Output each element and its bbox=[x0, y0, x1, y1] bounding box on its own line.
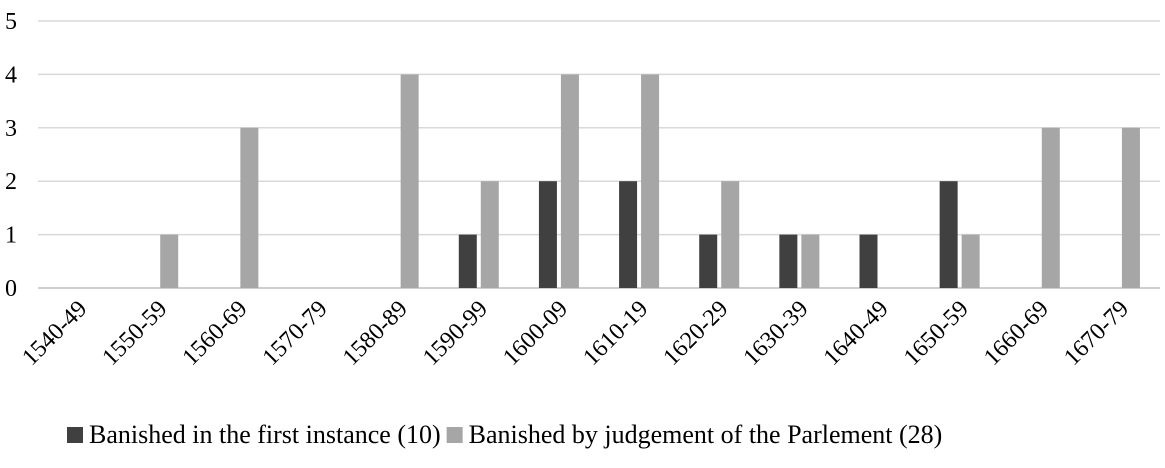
x-tick-label: 1640-49 bbox=[819, 296, 894, 371]
bar bbox=[400, 74, 419, 289]
bar bbox=[939, 181, 958, 288]
bar bbox=[240, 127, 259, 288]
bar bbox=[961, 234, 980, 288]
bar bbox=[1041, 127, 1060, 288]
bar bbox=[641, 74, 660, 289]
legend: Banished in the first instance (10) Banis… bbox=[67, 420, 942, 449]
legend-item: Banished in the first instance (10) bbox=[67, 420, 441, 449]
y-tick-label: 0 bbox=[5, 276, 17, 302]
bar bbox=[538, 181, 557, 288]
legend-label: Banished by judgement of the Parlement (… bbox=[469, 420, 943, 449]
bar bbox=[699, 234, 718, 288]
x-tick-label: 1670-79 bbox=[1059, 296, 1134, 371]
bar bbox=[619, 181, 638, 288]
bar bbox=[1121, 127, 1140, 288]
bar bbox=[458, 234, 477, 288]
bar bbox=[160, 234, 179, 288]
legend-item: Banished by judgement of the Parlement (… bbox=[446, 420, 943, 449]
x-tick-label: 1590-99 bbox=[418, 296, 493, 371]
legend-label: Banished in the first instance (10) bbox=[89, 420, 441, 449]
y-tick-label: 2 bbox=[5, 169, 17, 195]
x-axis-ticks: 1540-49 1550-59 1560-69 1570-79 1580-89 1590-… bbox=[17, 296, 1134, 371]
x-tick-label: 1560-69 bbox=[178, 296, 253, 371]
x-tick-label: 1600-09 bbox=[498, 296, 573, 371]
y-tick-label: 5 bbox=[5, 9, 17, 35]
x-tick-label: 1610-19 bbox=[578, 296, 653, 371]
bar bbox=[859, 234, 878, 288]
x-tick-label: 1630-39 bbox=[739, 296, 814, 371]
gridlines bbox=[38, 20, 1160, 289]
legend-swatch bbox=[67, 427, 83, 443]
y-tick-label: 3 bbox=[5, 116, 17, 142]
x-tick-label: 1570-79 bbox=[258, 296, 333, 371]
x-tick-label: 1540-49 bbox=[17, 296, 92, 371]
bar bbox=[779, 234, 798, 288]
x-tick-label: 1580-89 bbox=[338, 296, 413, 371]
bar bbox=[560, 74, 579, 289]
x-tick-label: 1550-59 bbox=[98, 296, 173, 371]
bar bbox=[721, 181, 740, 288]
x-tick-label: 1620-29 bbox=[659, 296, 734, 371]
bar bbox=[801, 234, 820, 288]
bars bbox=[160, 74, 1140, 289]
bar bbox=[480, 181, 499, 288]
x-tick-label: 1660-69 bbox=[979, 296, 1054, 371]
y-tick-label: 4 bbox=[5, 62, 17, 88]
y-tick-label: 1 bbox=[5, 223, 17, 249]
legend-swatch bbox=[446, 427, 463, 443]
x-tick-label: 1650-59 bbox=[899, 296, 974, 371]
y-axis-ticks: 0 1 2 3 4 5 bbox=[5, 9, 17, 302]
